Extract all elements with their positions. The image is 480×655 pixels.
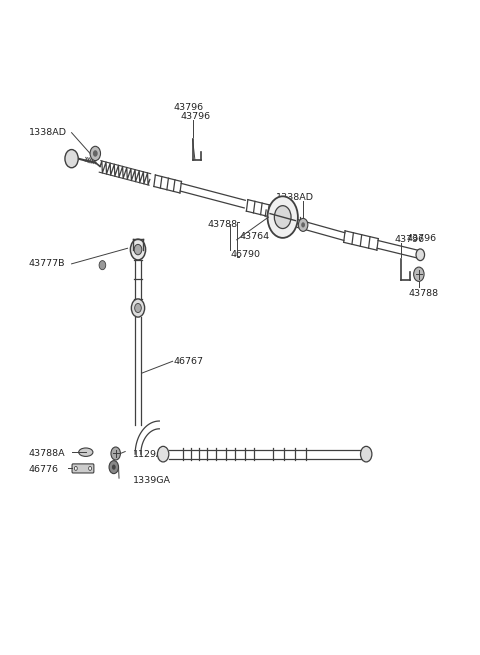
- Circle shape: [275, 206, 291, 229]
- Circle shape: [109, 460, 119, 474]
- Circle shape: [111, 447, 120, 460]
- Text: 43788: 43788: [208, 220, 238, 229]
- Text: 43788: 43788: [408, 289, 439, 297]
- Text: 1338AD: 1338AD: [29, 128, 67, 137]
- Text: 43788A: 43788A: [29, 449, 65, 458]
- Text: 43796: 43796: [180, 112, 211, 121]
- Circle shape: [131, 239, 145, 260]
- Circle shape: [135, 303, 141, 312]
- Circle shape: [360, 446, 372, 462]
- Text: 1339GA: 1339GA: [133, 476, 171, 485]
- Text: 1129AC: 1129AC: [133, 449, 170, 458]
- Text: 46767: 46767: [174, 357, 204, 365]
- Circle shape: [157, 446, 169, 462]
- Text: 46790: 46790: [230, 250, 261, 259]
- Circle shape: [90, 146, 100, 160]
- Text: 43796: 43796: [174, 103, 204, 113]
- Circle shape: [299, 218, 308, 231]
- Text: 43777B: 43777B: [29, 259, 65, 269]
- Circle shape: [93, 150, 97, 157]
- Text: 1338AD: 1338AD: [276, 193, 313, 202]
- Circle shape: [414, 267, 424, 282]
- Circle shape: [99, 261, 106, 270]
- Text: 43796: 43796: [394, 235, 424, 244]
- Circle shape: [267, 196, 298, 238]
- Text: 43796: 43796: [406, 234, 436, 243]
- Circle shape: [74, 466, 77, 470]
- Ellipse shape: [79, 448, 93, 457]
- Circle shape: [112, 464, 116, 470]
- Text: 46776: 46776: [29, 464, 59, 474]
- Circle shape: [134, 244, 142, 255]
- Circle shape: [132, 299, 144, 317]
- Circle shape: [416, 249, 424, 261]
- Circle shape: [301, 222, 305, 227]
- Circle shape: [89, 466, 92, 470]
- Circle shape: [65, 149, 78, 168]
- FancyBboxPatch shape: [72, 464, 94, 473]
- Text: 43764: 43764: [240, 232, 270, 241]
